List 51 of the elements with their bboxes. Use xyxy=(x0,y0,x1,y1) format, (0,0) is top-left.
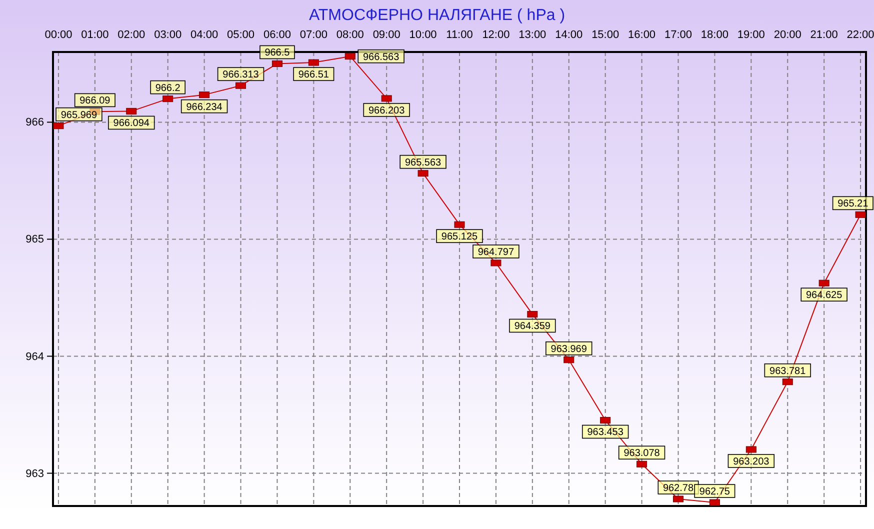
x-tick-label: 08:00 xyxy=(336,29,364,41)
x-tick-label: 16:00 xyxy=(628,29,656,41)
x-tick-label: 03:00 xyxy=(154,29,182,41)
data-label: 965.125 xyxy=(441,232,478,243)
x-tick-label: 17:00 xyxy=(664,29,692,41)
data-label: 964.359 xyxy=(514,321,551,332)
data-label: 963.078 xyxy=(624,448,660,460)
data-label: 964.797 xyxy=(478,246,514,258)
data-label: 962.75 xyxy=(699,486,730,498)
x-tick-label: 02:00 xyxy=(118,29,146,41)
x-tick-label: 00:00 xyxy=(44,29,72,41)
x-tick-label: 10:00 xyxy=(409,29,437,41)
x-tick-label: 14:00 xyxy=(555,29,583,41)
data-label: 966.094 xyxy=(113,118,150,130)
y-tick-label: 966 xyxy=(26,116,44,129)
x-tick-label: 22:00 xyxy=(846,29,874,41)
y-tick-label: 965 xyxy=(26,234,44,246)
x-tick-label: 06:00 xyxy=(263,29,291,41)
y-tick-label: 964 xyxy=(26,350,44,363)
data-label: 966.5 xyxy=(264,48,290,59)
data-label: 966.2 xyxy=(155,82,181,94)
data-label: 965.21 xyxy=(838,198,869,210)
y-tick-label: 963 xyxy=(26,468,44,480)
x-tick-label: 09:00 xyxy=(372,29,400,41)
data-label: 963.453 xyxy=(587,427,624,438)
chart-title: АТМОСФЕРНО НАЛЯГАНЕ ( hPa ) xyxy=(308,7,566,24)
data-label: 966.51 xyxy=(298,70,330,81)
x-tick-label: 07:00 xyxy=(300,29,328,41)
data-label: 963.781 xyxy=(770,366,806,377)
data-label: 966.234 xyxy=(186,102,223,113)
data-label: 965.969 xyxy=(60,110,98,121)
data-label: 966.09 xyxy=(80,96,111,107)
data-label: 963.969 xyxy=(550,344,588,355)
data-label: 963.203 xyxy=(733,456,770,468)
data-label: 964.625 xyxy=(806,290,843,302)
data-label: 966.563 xyxy=(363,52,400,63)
x-tick-label: 15:00 xyxy=(592,29,620,41)
data-label: 966.313 xyxy=(222,70,260,81)
x-tick-label: 04:00 xyxy=(190,29,218,41)
x-tick-label: 12:00 xyxy=(482,29,510,41)
x-tick-label: 21:00 xyxy=(810,29,838,41)
x-tick-label: 05:00 xyxy=(226,29,255,41)
data-label: 965.563 xyxy=(404,157,442,168)
x-tick-label: 13:00 xyxy=(518,29,546,41)
data-label: 966.203 xyxy=(368,105,406,116)
x-tick-label: 19:00 xyxy=(737,29,765,41)
x-tick-label: 18:00 xyxy=(700,29,728,41)
x-tick-label: 20:00 xyxy=(774,29,802,41)
data-label: 962.78 xyxy=(662,482,694,494)
x-tick-label: 11:00 xyxy=(446,29,473,41)
x-tick-label: 01:00 xyxy=(81,29,109,41)
